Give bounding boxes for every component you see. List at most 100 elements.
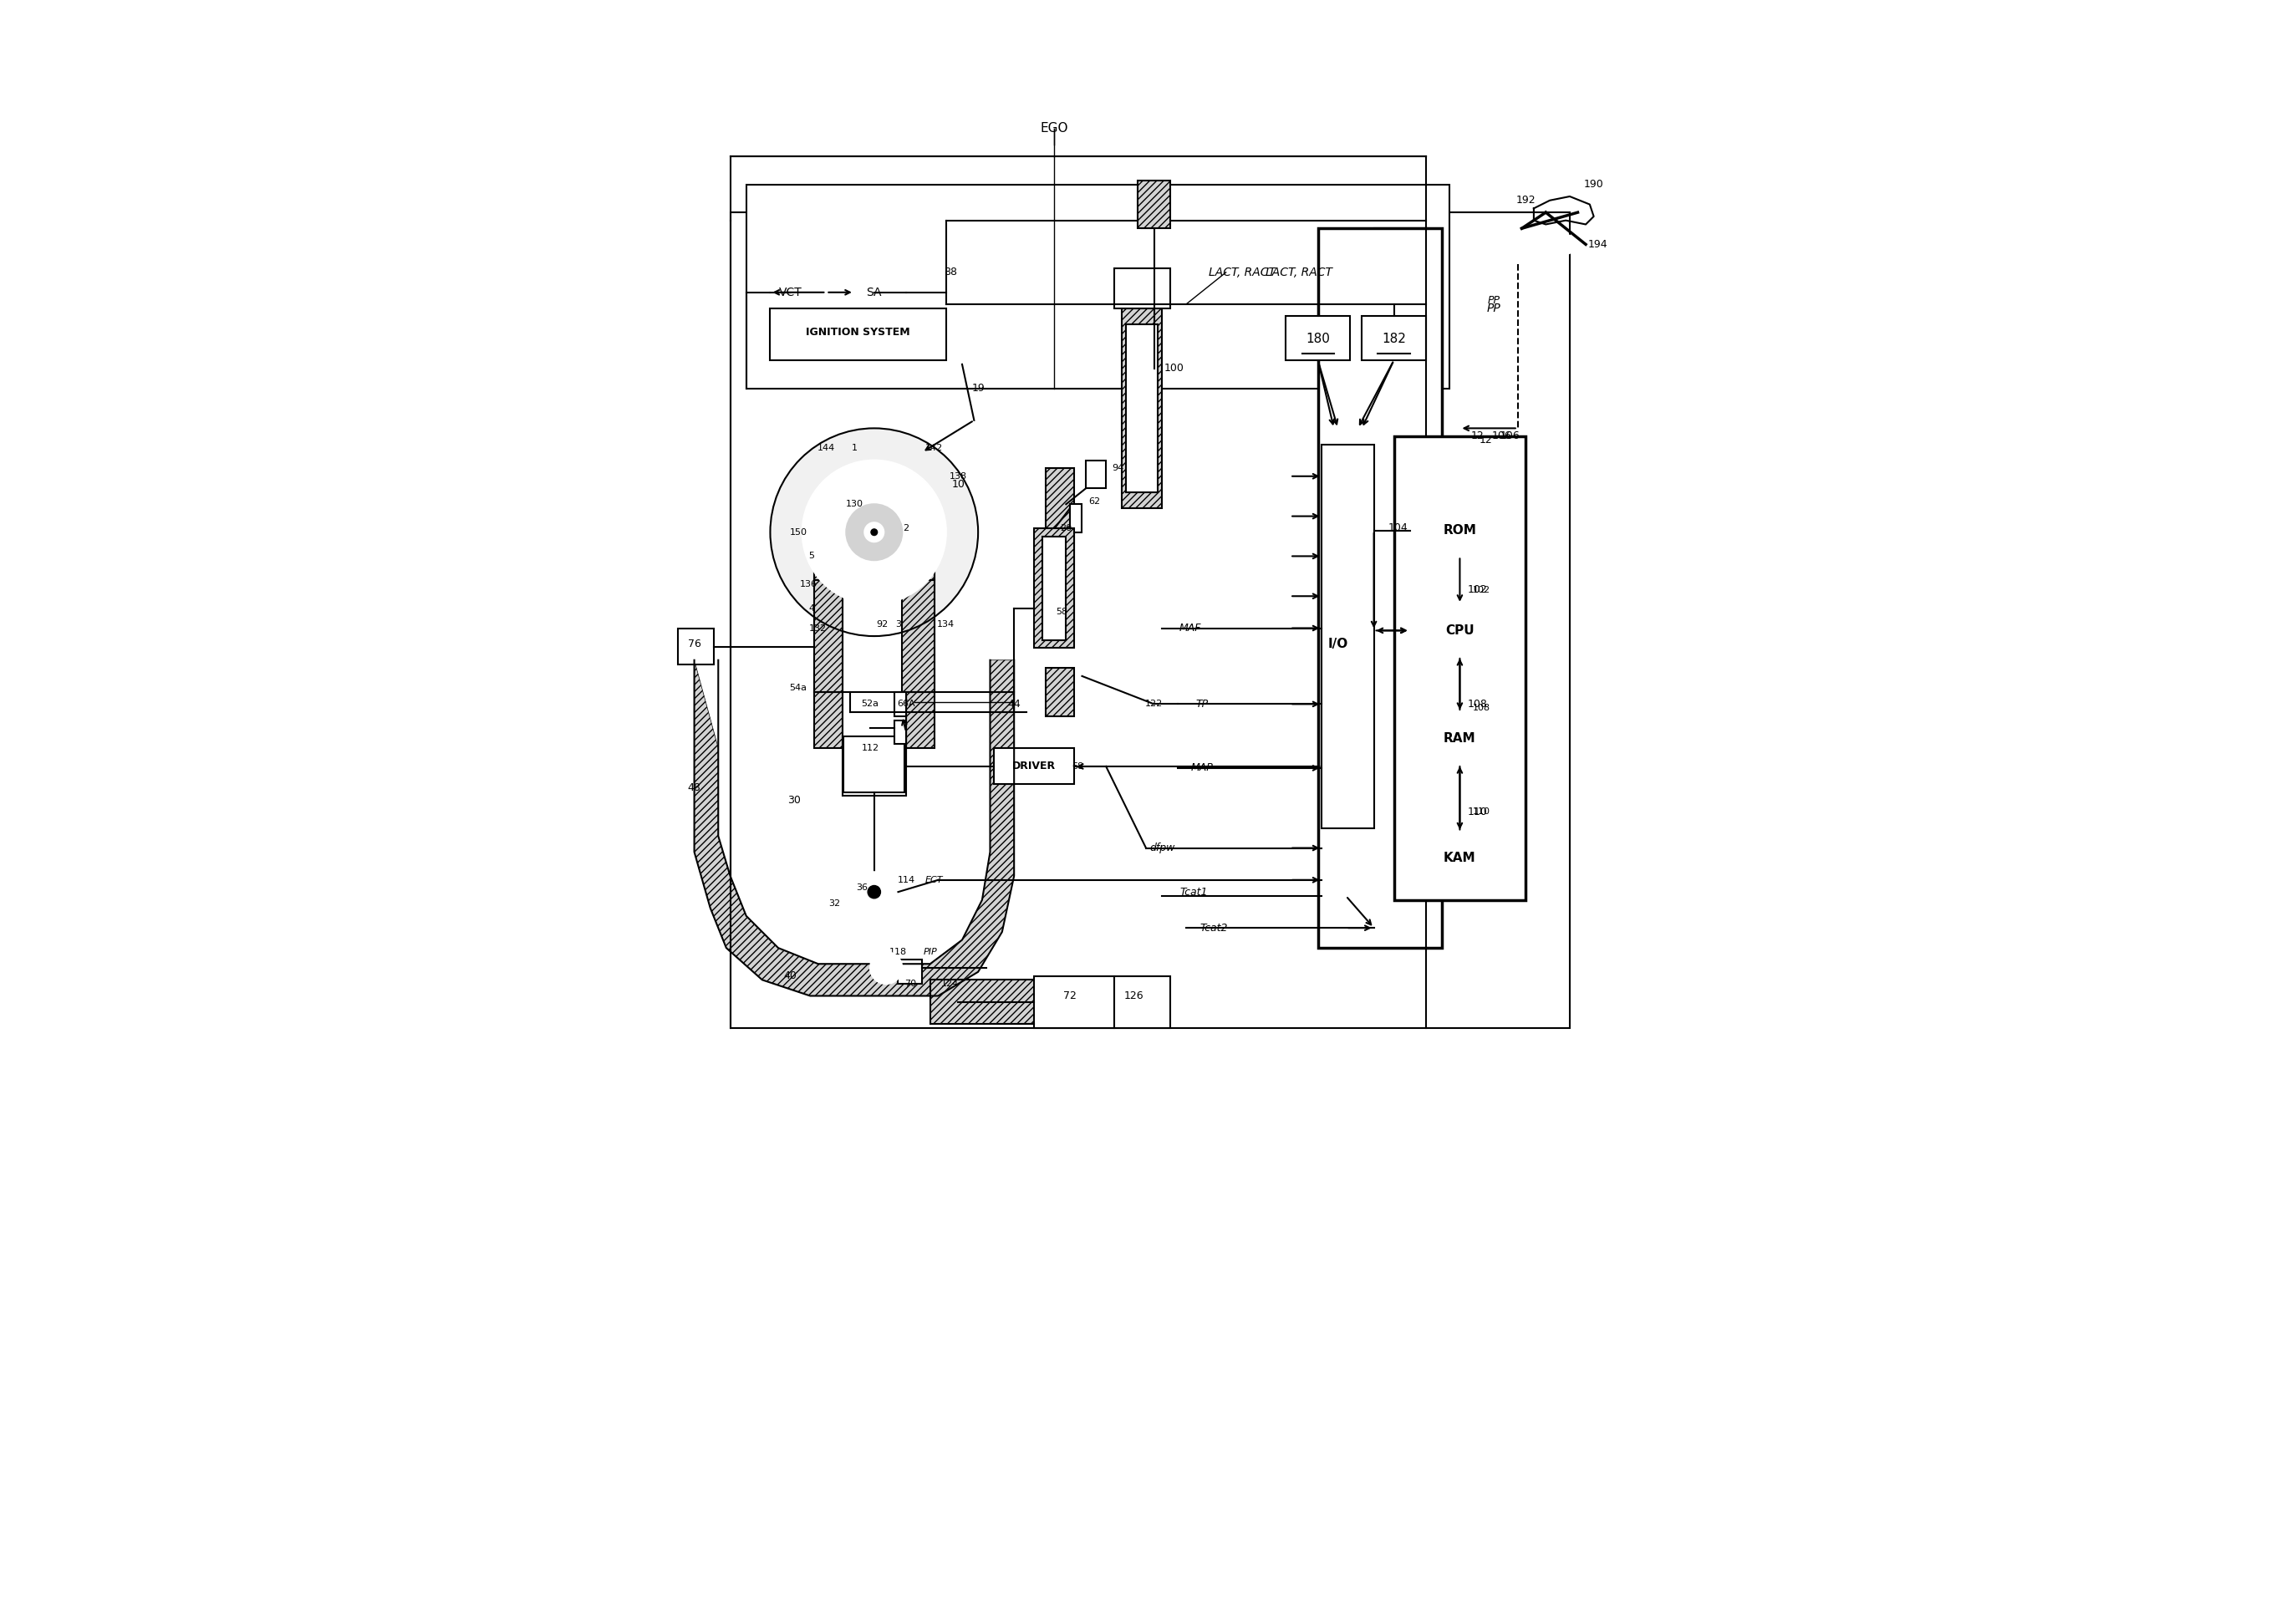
Circle shape [871,952,903,984]
Text: LACT, RACT: LACT, RACT [1208,266,1274,278]
Text: 102: 102 [1467,585,1488,594]
Text: 48: 48 [688,783,701,794]
Text: IGNITION SYSTEM: IGNITION SYSTEM [807,326,910,338]
Bar [931,979,1098,1023]
Text: 66A: 66A [896,700,915,708]
Circle shape [880,961,892,974]
Text: 12: 12 [1478,435,1492,445]
Text: 4: 4 [809,604,814,612]
Text: 36: 36 [857,883,869,892]
Bar [1394,437,1526,900]
Bar [1410,604,1510,656]
Text: 88: 88 [944,266,956,278]
Text: Tcat1: Tcat1 [1180,887,1208,898]
Bar [1322,445,1373,828]
Text: 110: 110 [1467,807,1488,817]
Text: 92: 92 [876,620,887,628]
Bar [1086,460,1107,489]
Bar [1139,180,1169,229]
Bar [843,736,905,793]
Text: 70: 70 [905,979,917,987]
Bar [1410,711,1510,763]
Bar [1045,468,1075,628]
Bar [747,185,1451,388]
Text: 110: 110 [1474,807,1490,817]
Text: dfpw: dfpw [1148,843,1176,853]
Text: 54a: 54a [788,684,807,692]
Circle shape [846,503,903,560]
Text: 194: 194 [1588,239,1607,250]
Text: PP: PP [1488,296,1499,305]
Text: PP: PP [1488,302,1501,313]
Text: 102: 102 [1474,586,1490,594]
Text: LACT, RACT: LACT, RACT [1265,266,1334,278]
Text: 142: 142 [926,443,942,453]
Text: 130: 130 [846,500,864,508]
Bar [678,628,715,664]
Text: 104: 104 [1389,523,1407,534]
Text: 190: 190 [1584,179,1604,190]
Text: 2: 2 [903,525,910,533]
Bar [814,580,841,692]
Bar [1034,976,1114,1028]
Bar [1361,317,1426,361]
Circle shape [855,872,894,913]
Text: 44: 44 [1008,698,1020,710]
Bar [1286,317,1350,361]
Text: 3: 3 [896,620,901,628]
Text: 182: 182 [1382,333,1405,344]
Text: 20: 20 [1061,525,1073,533]
Text: 100: 100 [1164,362,1185,374]
Bar [898,960,921,984]
Text: 68: 68 [1073,762,1084,771]
Bar [1410,503,1510,555]
Text: 134: 134 [937,620,956,628]
Circle shape [802,460,947,604]
Text: RAM: RAM [1444,732,1476,745]
Text: MAP: MAP [1192,763,1212,773]
Text: 136: 136 [800,580,818,588]
PathPatch shape [1169,992,1199,1017]
Text: 144: 144 [818,443,834,453]
Bar [770,309,947,361]
Text: 1: 1 [850,443,857,453]
Text: 106: 106 [1492,430,1513,442]
Text: KAM: KAM [1444,853,1476,864]
Bar [1038,549,1045,612]
Text: ECT: ECT [926,875,942,883]
Text: 52a: 52a [862,700,878,708]
Circle shape [871,529,878,536]
Text: 138: 138 [949,473,967,481]
Bar [1034,528,1075,648]
Circle shape [770,429,979,637]
Text: 40: 40 [784,971,798,981]
Bar [995,749,1075,784]
Bar [731,213,1570,1028]
Text: Tcat2: Tcat2 [1201,922,1229,934]
Text: SA: SA [866,286,882,299]
Bar [1114,976,1169,1028]
Circle shape [869,885,880,898]
Text: 126: 126 [1123,991,1144,1002]
Text: 108: 108 [1467,698,1488,710]
Bar [1318,229,1442,948]
Text: 19: 19 [972,383,986,393]
Text: 150: 150 [788,528,807,536]
Text: 122: 122 [1146,700,1162,708]
Bar [1070,503,1082,533]
Text: PIP: PIP [924,948,937,957]
Bar [1125,325,1157,492]
Text: CPU: CPU [1446,624,1474,637]
Text: 108: 108 [1474,703,1490,713]
Text: 112: 112 [862,744,880,752]
Text: TP: TP [1196,698,1208,710]
Text: EGO: EGO [1041,122,1068,135]
Text: ROM: ROM [1444,525,1476,538]
Text: 94: 94 [1112,464,1123,473]
Bar [1045,667,1075,716]
PathPatch shape [694,659,1013,996]
Text: VCT: VCT [779,286,802,299]
Text: 72: 72 [1063,991,1077,1002]
Text: 106: 106 [1499,430,1520,442]
Text: 192: 192 [1515,195,1536,206]
